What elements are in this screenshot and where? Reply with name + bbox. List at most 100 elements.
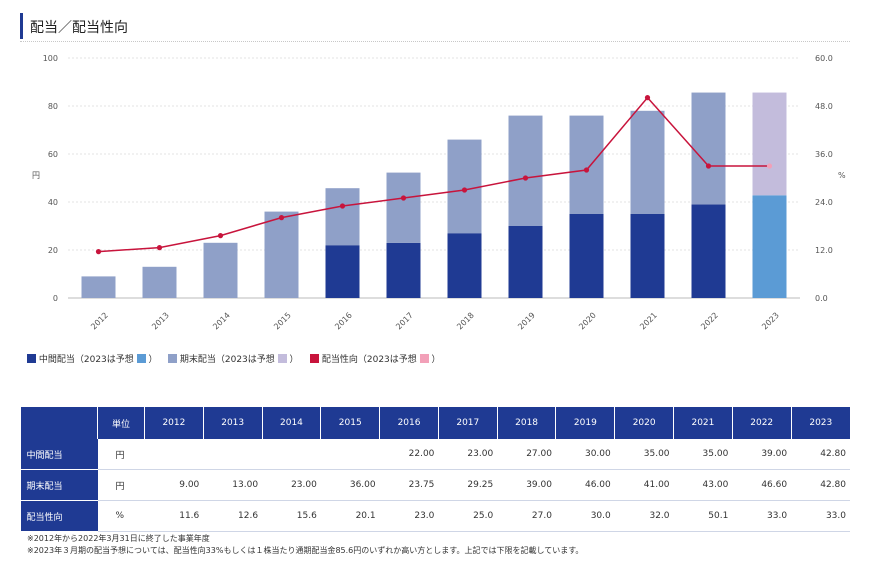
table-header-unit: 単位	[97, 407, 145, 439]
x-tick-label: 2015	[272, 311, 293, 332]
table-cell: 32.0	[614, 500, 674, 532]
table-header-year: 2020	[614, 407, 674, 439]
row-label: 配当性向	[20, 500, 98, 532]
payout-point	[95, 249, 102, 255]
table-header-blank	[20, 407, 98, 439]
table-header-year: 2014	[261, 407, 321, 439]
table-header-year: 2022	[731, 407, 792, 439]
y-tick-left: 80	[48, 102, 58, 111]
table-cell: 46.60	[732, 469, 792, 501]
legend-suffix-yearend: ）	[289, 355, 299, 365]
x-tick-label: 2013	[150, 311, 171, 332]
bar-interim	[325, 245, 360, 298]
bar-interim	[447, 233, 482, 298]
bar-yearend	[508, 115, 543, 226]
x-tick-label: 2014	[211, 311, 232, 332]
table-cell: 30.0	[555, 500, 615, 532]
table-cell: 36.00	[320, 469, 380, 501]
payout-point	[156, 245, 163, 251]
payout-point	[400, 195, 407, 201]
table-cell: 42.80	[791, 439, 850, 470]
bar-yearend	[691, 92, 726, 205]
bar-yearend	[630, 110, 665, 214]
row-unit: 円	[97, 469, 145, 501]
row-unit: %	[97, 500, 145, 532]
x-tick-label: 2021	[638, 311, 659, 332]
y-tick-right: 12.0	[815, 246, 833, 255]
payout-point	[522, 175, 529, 181]
table-cell: 46.00	[555, 469, 615, 501]
bar-interim	[569, 214, 604, 298]
legend-label-yearend: 期末配当（2023は予想	[179, 355, 275, 365]
legend-label-payout: 配当性向（2023は予想	[321, 355, 417, 365]
payout-point	[583, 167, 590, 173]
table-header-year: 2023	[790, 407, 850, 439]
legend-swatch-yearend	[168, 354, 177, 363]
table-cell: 20.1	[320, 500, 380, 532]
footnote: ※2023年３月期の配当予想については、配当性向33%もしくは１株当たり通期配当…	[27, 546, 584, 555]
bar-yearend	[81, 276, 116, 298]
page-title: 配当／配当性向	[30, 20, 128, 36]
table-header-year: 2019	[555, 407, 615, 439]
y-tick-left: 20	[48, 246, 58, 255]
legend-payout: 配当性向（2023は予想 ）	[310, 352, 441, 365]
payout-point	[461, 187, 468, 193]
row-label: 中間配当	[20, 439, 98, 470]
payout-point	[217, 233, 224, 239]
bar-yearend	[386, 172, 421, 243]
bar-interim	[630, 214, 665, 298]
table-cell: 41.00	[614, 469, 674, 501]
x-tick-label: 2017	[394, 311, 415, 332]
x-tick-label: 2018	[455, 311, 476, 332]
x-tick-label: 2023	[760, 311, 781, 332]
table-cell: 33.0	[732, 500, 792, 532]
table-row: 中間配当 円 22.00 23.00 27.00 30.00 35.00 35.…	[20, 439, 850, 470]
title-accent-bar	[20, 13, 23, 39]
table-cell: 39.00	[732, 439, 792, 470]
table-cell	[262, 439, 321, 470]
table-cell: 12.6	[203, 500, 263, 532]
bar-yearend	[325, 188, 360, 246]
dividend-table: 単位 2012 2013 2014 2015 2016 2017 2018 20…	[20, 407, 850, 532]
table-row: 配当性向 % 11.6 12.6 15.6 20.1 23.0 25.0 27.…	[20, 500, 850, 532]
y-tick-left: 60	[48, 150, 58, 159]
table-cell: 25.0	[438, 500, 498, 532]
y-tick-left: 100	[43, 54, 58, 63]
x-tick-label: 2012	[89, 311, 110, 332]
table-cell: 30.00	[555, 439, 615, 470]
bar-yearend	[752, 92, 787, 196]
legend-interim: 中間配当（2023は予想 ）	[27, 352, 158, 365]
bar-interim	[386, 242, 421, 298]
bar-yearend	[447, 139, 482, 234]
payout-point	[644, 95, 651, 101]
legend-swatch-interim-forecast	[136, 354, 146, 363]
table-header-year: 2016	[379, 407, 439, 439]
table-cell: 42.80	[791, 469, 850, 501]
table-cell	[144, 439, 204, 470]
table-header-year: 2017	[437, 407, 498, 439]
legend-swatch-payout	[310, 354, 319, 363]
y-tick-right: 60.0	[815, 54, 833, 63]
bar-yearend	[142, 266, 177, 298]
y-tick-left: 40	[48, 198, 58, 207]
legend-suffix-payout: ）	[431, 355, 441, 365]
table-cell: 39.00	[497, 469, 556, 501]
table-header-year: 2013	[202, 407, 263, 439]
table-cell: 27.0	[497, 500, 556, 532]
payout-point	[766, 163, 773, 169]
y-tick-right: 24.0	[815, 198, 833, 207]
legend-swatch-payout-forecast	[419, 354, 429, 363]
payout-point	[705, 163, 712, 169]
x-tick-label: 2022	[699, 311, 720, 332]
legend-suffix-interim: ）	[148, 355, 158, 365]
y-tick-left: 0	[53, 294, 58, 303]
row-unit: 円	[97, 439, 145, 470]
table-cell	[320, 439, 380, 470]
table-cell: 23.0	[379, 500, 439, 532]
legend-swatch-interim	[27, 354, 36, 363]
x-tick-label: 2020	[577, 311, 598, 332]
table-header-year: 2015	[320, 407, 380, 439]
table-cell: 22.00	[379, 439, 439, 470]
footnote: ※2012年から2022年3月31日に終了した事業年度	[27, 534, 210, 543]
bar-yearend	[203, 242, 238, 298]
